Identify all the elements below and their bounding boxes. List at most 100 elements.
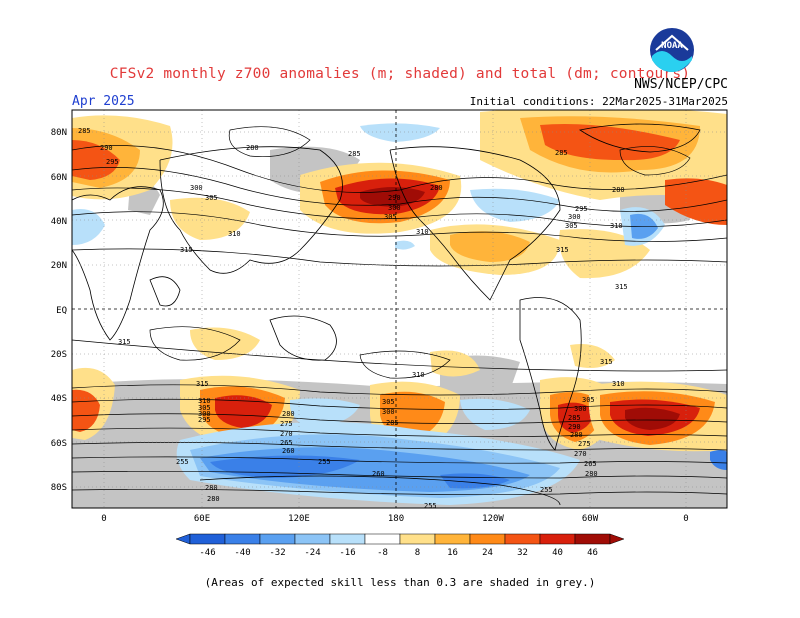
lat-label: 60S	[51, 439, 67, 449]
contour-label: 260	[282, 447, 295, 455]
lat-label: 20S	[51, 350, 67, 360]
initial-conditions: Initial conditions: 22Mar2025-31Mar2025	[469, 95, 728, 108]
colorbar-swatch	[259, 533, 296, 545]
contour-label: 280	[207, 495, 220, 503]
lon-label: 180	[388, 514, 404, 524]
contour-label: 300	[574, 405, 587, 413]
contour-label: 255	[424, 502, 437, 510]
contour-label: 310	[416, 228, 429, 236]
lon-label: 0	[101, 514, 106, 524]
contour-label: 300	[568, 213, 581, 221]
lon-label: 120W	[482, 514, 504, 524]
agency-label: NWS/NCEP/CPC	[634, 77, 728, 92]
lat-axis: 80N 60N 40N 20N EQ 20S 40S 60S 80S	[51, 128, 67, 493]
contour-label: 315	[180, 246, 193, 254]
colorbar-label: -16	[339, 548, 355, 558]
lon-label: 60E	[194, 514, 210, 524]
contour-label: 310	[228, 230, 241, 238]
contour-label: 280	[612, 186, 625, 194]
colorbar-swatch	[539, 533, 576, 545]
colorbar-swatch	[364, 533, 401, 545]
colorbar-swatch	[434, 533, 471, 545]
map-frame	[71, 109, 728, 509]
contour-label: 295	[575, 205, 588, 213]
lon-label: 120E	[288, 514, 310, 524]
contour-label: 285	[348, 150, 361, 158]
footnote: (Areas of expected skill less than 0.3 a…	[204, 576, 596, 589]
contour-label: 280	[246, 144, 259, 152]
lat-label: 40S	[51, 394, 67, 404]
contour-label: 315	[196, 380, 209, 388]
contour-label: 310	[198, 397, 211, 405]
contour-label: 290	[388, 194, 401, 202]
colorbar-swatch	[399, 533, 436, 545]
contour-label: 305	[382, 398, 395, 406]
contour-label: 285	[555, 149, 568, 157]
coastlines	[72, 123, 701, 506]
contour-label: 290	[100, 144, 113, 152]
contour-label: 255	[540, 486, 553, 494]
colorbar-swatch	[469, 533, 506, 545]
lat-label: 80N	[51, 128, 67, 138]
colorbar-label: 32	[517, 548, 528, 558]
contour-label: 285	[568, 414, 581, 422]
colorbar-label: -8	[377, 548, 388, 558]
colorbar-label: 40	[552, 548, 563, 558]
colorbar-swatch	[329, 533, 366, 545]
contour-label: 305	[582, 396, 595, 404]
contour-label: 315	[118, 338, 131, 346]
colorbar-label: -46	[199, 548, 215, 558]
lat-label: EQ	[56, 306, 67, 316]
contour-label: 255	[176, 458, 189, 466]
colorbar: -46 -40 -32 -24 -16 -8 8 16 24 32 40 46	[175, 533, 625, 558]
contour-label: 310	[412, 371, 425, 379]
colorbar-label: -32	[269, 548, 285, 558]
colorbar-high-arrow	[609, 533, 625, 545]
contour-label: 280	[205, 484, 218, 492]
contour-label: 265	[280, 439, 293, 447]
colorbar-swatch	[504, 533, 541, 545]
contour-label: 275	[280, 420, 293, 428]
contour-label: 315	[615, 283, 628, 291]
colorbar-label: 46	[587, 548, 598, 558]
contour-label: 300	[388, 204, 401, 212]
lon-axis: 0 60E 120E 180 120W 60W 0	[101, 514, 688, 524]
contour-label: 300	[382, 408, 395, 416]
lon-label: 60W	[582, 514, 599, 524]
contour-label: 305	[205, 194, 218, 202]
colorbar-label: 24	[482, 548, 493, 558]
contour-label: 315	[556, 246, 569, 254]
contour-label: 295	[198, 416, 211, 424]
contour-label: 315	[600, 358, 613, 366]
colorbar-label: 16	[447, 548, 458, 558]
lat-label: 40N	[51, 217, 67, 227]
contour-label: 305	[198, 404, 211, 412]
contour-label: 265	[584, 460, 597, 468]
contour-label: 280	[430, 184, 443, 192]
contour-label: 285	[78, 127, 91, 135]
contour-label: 280	[585, 470, 598, 478]
colorbar-label: -24	[304, 548, 320, 558]
noaa-logo: NOAA	[650, 28, 694, 72]
svg-text:NOAA: NOAA	[661, 41, 683, 51]
contour-label: 270	[574, 450, 587, 458]
contour-label: 270	[280, 430, 293, 438]
colorbar-swatch	[574, 533, 611, 545]
contour-label: 295	[106, 158, 119, 166]
contour-label: 290	[568, 423, 581, 431]
lon-label: 0	[683, 514, 688, 524]
contour-label: 255	[318, 458, 331, 466]
contour-label: 280	[282, 410, 295, 418]
contour-label: 280	[570, 431, 583, 439]
contour-label: 310	[610, 222, 623, 230]
lat-label: 60N	[51, 173, 67, 183]
contour-label: 260	[372, 470, 385, 478]
colorbar-swatch	[224, 533, 261, 545]
lat-label: 20N	[51, 261, 67, 271]
contour-label: 305	[384, 213, 397, 221]
contour-label: 300	[198, 410, 211, 418]
contour-labels: 285 290 295 300 305 310 315 280 285 280 …	[78, 127, 628, 510]
contour-label: 300	[190, 184, 203, 192]
lat-label: 80S	[51, 483, 67, 493]
chart-title: CFSv2 monthly z700 anomalies (m; shaded)…	[109, 66, 691, 82]
